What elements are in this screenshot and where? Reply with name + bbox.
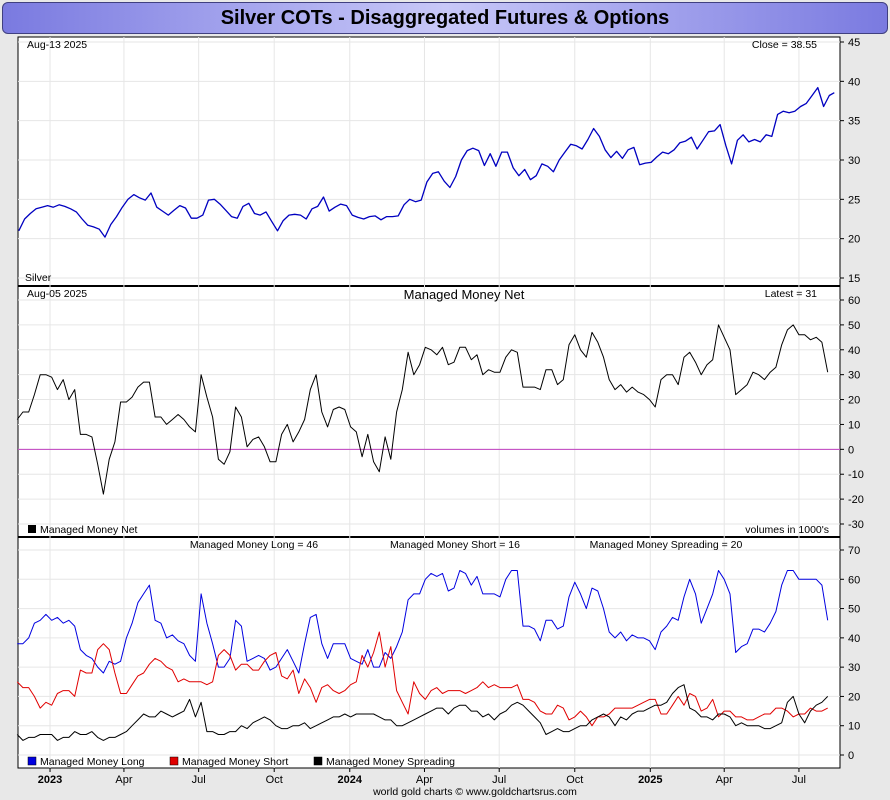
y-tick-label: 20 [848,395,860,407]
chart-title-bar: Silver COTs - Disaggregated Futures & Op… [2,2,888,34]
y-tick-label: -10 [848,469,864,481]
x-tick-label: Oct [566,774,583,786]
silver-price-line [18,86,835,238]
x-axis: 2023 Apr Jul Oct 2024 Apr Jul Oct 2025 Apr Jul [38,768,806,786]
y-tick-label: 40 [848,345,860,357]
y-tick-label: 60 [848,295,860,307]
y-tick-label: 10 [848,721,860,733]
net-legend-label: Managed Money Net [40,524,138,536]
volumes-note: volumes in 1000's [745,524,829,536]
panel-labels: 15 20 25 30 35 40 45 -30 -20 -10 0 10 20 30 40 50 60 0 10 2… [848,37,864,762]
y-tick-label: 30 [848,370,860,382]
y-tick-label: 70 [848,545,860,557]
net-latest-label: Latest = 31 [765,288,817,300]
net-legend-swatch [28,525,36,533]
y-tick-label: 40 [848,76,860,88]
y-tick-label: 50 [848,320,860,332]
x-tick-label: Apr [416,774,433,786]
plot-lines [16,86,840,741]
price-close-label: Close = 38.55 [752,39,817,51]
x-tick-label: Apr [716,774,733,786]
long-header-label: Managed Money Long = 46 [190,539,318,551]
net-date-label: Aug-05 2025 [27,288,87,300]
y-tick-label: 15 [848,273,860,285]
x-tick-label: Oct [266,774,283,786]
legend-swatch [313,756,323,766]
y-tick-label: 10 [848,419,860,431]
chart-title: Silver COTs - Disaggregated Futures & Op… [220,7,670,29]
legend-label: Managed Money Spreading [326,756,455,768]
legend-label: Managed Money Short [182,756,288,768]
panel-frames [17,36,841,769]
y-tick-label: 30 [848,662,860,674]
plot-area [17,36,841,769]
price-date-label: Aug-13 2025 [27,39,87,51]
net-panel-title: Managed Money Net [404,287,525,302]
managed-money-spreading-line [16,684,829,741]
footer-credit: world gold charts © www.goldchartsrus.co… [372,786,577,798]
y-tick-label: 0 [848,444,854,456]
y-tick-label: 50 [848,604,860,616]
managed-money-short-line [16,631,828,727]
y-tick-label: 20 [848,234,860,246]
x-tick-label: 2025 [638,774,662,786]
x-tick-label: Apr [115,774,132,786]
y-tick-label: -20 [848,494,864,506]
legend-swatch [169,756,179,766]
x-tick-label: Jul [792,774,806,786]
x-tick-label: 2023 [38,774,62,786]
legend-label: Managed Money Long [40,756,145,768]
y-tick-label: 60 [848,574,860,586]
x-tick-label: Jul [492,774,506,786]
managed-money-long-line [17,570,829,674]
y-tick-label: 35 [848,116,860,128]
y-tick-label: 20 [848,691,860,703]
components-legend: Managed Money Long Managed Money Short Man… [27,756,455,768]
x-tick-label: 2024 [338,774,363,786]
y-tick-label: 30 [848,155,860,167]
short-header-label: Managed Money Short = 16 [390,539,520,551]
price-series-label: Silver [25,272,52,284]
y-tick-label: 45 [848,37,860,49]
legend-swatch [27,756,37,766]
y-tick-label: 40 [848,633,860,645]
y-tick-label: 0 [848,750,854,762]
spreading-header-label: Managed Money Spreading = 20 [590,539,743,551]
x-tick-label: Jul [192,774,206,786]
y-tick-label: -30 [848,519,864,531]
managed-money-net-line [16,324,829,495]
y-tick-label: 25 [848,194,860,206]
